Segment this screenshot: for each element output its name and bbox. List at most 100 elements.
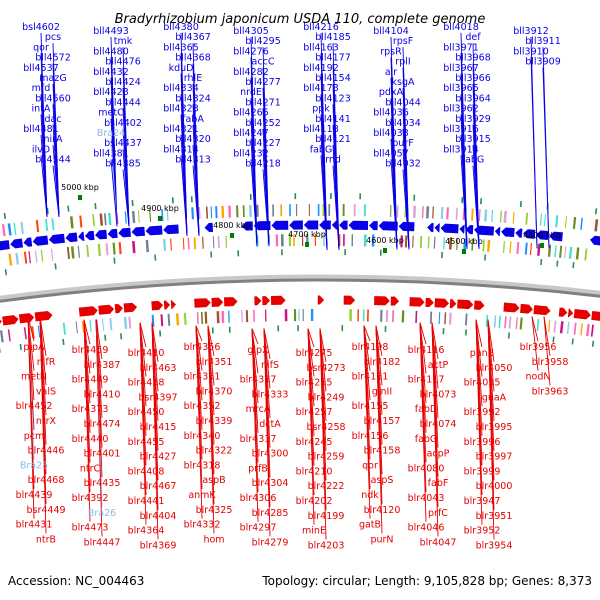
gene-label: blr4450 bbox=[128, 407, 165, 418]
gene-label: anmK bbox=[188, 490, 216, 501]
gene-category-mark bbox=[175, 313, 180, 326]
label-spoke bbox=[110, 159, 118, 227]
gene-label: bll4476 bbox=[105, 57, 141, 68]
gene-category-mark bbox=[568, 246, 573, 259]
feature-tick bbox=[19, 343, 22, 351]
gene-category-mark bbox=[137, 210, 140, 223]
kbp-tick-label: 4500 kbp bbox=[445, 237, 483, 246]
gene-label: blr4156 bbox=[352, 431, 389, 442]
gene-label: bll3912 bbox=[513, 26, 549, 37]
gene-category-mark bbox=[584, 248, 588, 261]
gene-category-mark bbox=[167, 313, 171, 326]
gene-label: blr3963 bbox=[532, 386, 569, 397]
gene-label: ppk bbox=[312, 104, 330, 115]
gene-arrow bbox=[254, 296, 262, 306]
gene-label: blr4401 bbox=[84, 449, 121, 460]
gene-category-mark bbox=[123, 316, 128, 330]
gene-category-mark bbox=[77, 245, 81, 258]
gene-category-mark bbox=[202, 236, 204, 249]
gene-category-mark bbox=[572, 216, 577, 230]
label-spoke bbox=[180, 155, 188, 236]
label-spoke bbox=[83, 319, 91, 345]
gene-category-mark bbox=[509, 241, 512, 254]
gene-arrow bbox=[501, 227, 515, 238]
gene-category-mark bbox=[580, 217, 583, 230]
gene-label: bll4324 bbox=[175, 93, 211, 104]
gene-category-mark bbox=[69, 216, 74, 229]
kbp-tick-label: 4700 kbp bbox=[288, 230, 326, 239]
gene-label: bll4173 bbox=[303, 83, 339, 94]
gene-category-mark bbox=[484, 209, 488, 222]
label-spoke bbox=[250, 159, 258, 246]
gene-arrow bbox=[425, 297, 434, 307]
gene-label: aspS bbox=[371, 475, 394, 486]
genome-backbone bbox=[0, 278, 600, 303]
gene-label: bll4227 bbox=[245, 138, 281, 149]
gene-arrow bbox=[271, 220, 289, 230]
gene-label: blr3947 bbox=[464, 496, 501, 507]
feature-tick bbox=[3, 212, 7, 219]
gene-arrow bbox=[573, 309, 591, 320]
gene-label: qor bbox=[362, 460, 378, 471]
label-spoke bbox=[139, 322, 147, 525]
gene-label: bll4044 bbox=[385, 97, 421, 108]
gene-category-mark bbox=[594, 219, 599, 232]
label-spoke bbox=[319, 328, 327, 540]
gene-arrow bbox=[465, 225, 474, 235]
gene-category-mark bbox=[440, 206, 444, 220]
gene-arrow bbox=[163, 224, 179, 235]
kbp-tick-label: 4800 kbp bbox=[213, 221, 251, 230]
gene-category-mark bbox=[559, 321, 564, 334]
gene-category-mark bbox=[446, 207, 449, 220]
label-spoke bbox=[251, 328, 259, 345]
gene-label: blr4074 bbox=[420, 419, 457, 430]
gene-label: bll4057 bbox=[373, 148, 409, 159]
gene-label: blr4332 bbox=[184, 520, 221, 531]
gene-category-mark bbox=[7, 223, 12, 236]
gene-category-mark bbox=[128, 316, 132, 329]
gene-label: blr4155 bbox=[352, 401, 389, 412]
gene-category-mark bbox=[525, 212, 529, 225]
gene-category-mark bbox=[70, 246, 75, 259]
gene-category-mark bbox=[536, 318, 540, 332]
gene-category-mark bbox=[66, 246, 70, 259]
gene-label: minE bbox=[302, 526, 326, 537]
gene-category-mark bbox=[112, 242, 116, 255]
gene-label: fabF bbox=[428, 478, 449, 489]
gene-arrow bbox=[558, 307, 568, 317]
gene-label: bll4192 bbox=[303, 63, 339, 74]
gene-label: bsr4397 bbox=[138, 392, 177, 403]
gene-category-mark bbox=[75, 321, 78, 334]
gene-category-mark bbox=[216, 311, 220, 324]
gene-label: blr4199 bbox=[308, 511, 345, 522]
gene-label: blr4410 bbox=[128, 348, 165, 359]
gene-label: blr4158 bbox=[364, 446, 401, 457]
gene-category-mark bbox=[23, 251, 28, 264]
gene-category-mark bbox=[187, 237, 190, 250]
gene-arrow bbox=[114, 303, 123, 314]
gene-category-mark bbox=[193, 237, 197, 250]
gene-category-mark bbox=[493, 315, 497, 328]
gene-category-mark bbox=[131, 210, 136, 224]
gene-category-mark bbox=[28, 251, 31, 264]
gene-label: blr4325 bbox=[196, 505, 233, 516]
gene-category-mark bbox=[543, 214, 546, 227]
gene-label: blr4373 bbox=[72, 404, 109, 415]
gene-arrow bbox=[348, 220, 369, 230]
label-spoke bbox=[460, 155, 468, 249]
label-spoke bbox=[320, 155, 328, 250]
feature-tick bbox=[62, 338, 65, 345]
gene-label: bll3966 bbox=[455, 73, 491, 84]
label-spoke bbox=[251, 328, 259, 522]
label-spoke bbox=[332, 165, 340, 250]
gene-label: blr4203 bbox=[308, 540, 345, 551]
gene-label: guaA bbox=[482, 392, 507, 403]
label-spoke bbox=[319, 328, 327, 362]
gene-arrow bbox=[523, 229, 536, 239]
label-spoke bbox=[95, 319, 103, 537]
gene-arrow bbox=[339, 220, 348, 230]
gene-category-mark bbox=[573, 322, 577, 335]
label-spoke bbox=[531, 316, 539, 371]
gene-label: blr4446 bbox=[28, 446, 65, 457]
gene-label: hom bbox=[203, 534, 224, 545]
